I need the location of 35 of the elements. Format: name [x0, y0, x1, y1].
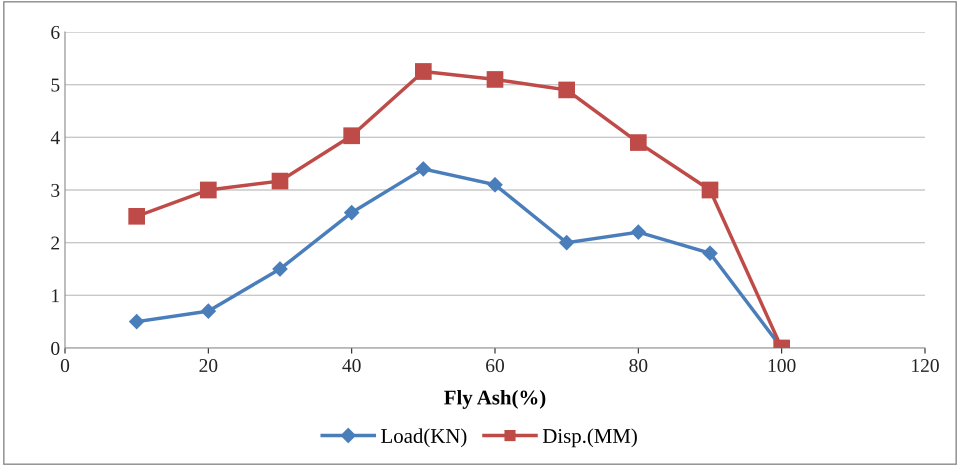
point: [416, 161, 431, 177]
x-tick-label: 60: [486, 358, 504, 372]
point: [486, 71, 504, 88]
point: [344, 205, 360, 220]
x-tick-label: 120: [912, 358, 939, 372]
point: [272, 172, 288, 190]
x-tick-label: 40: [342, 358, 361, 372]
x-axis-title: Fly Ash(%): [444, 390, 546, 409]
y-tick-label: 4: [50, 131, 60, 144]
point: [343, 127, 360, 144]
point: [630, 224, 646, 240]
point: [129, 314, 144, 330]
point: [200, 182, 217, 198]
x-tick-label: 80: [629, 358, 648, 372]
point: [272, 261, 288, 277]
point: [702, 182, 718, 198]
x-tick-label: 100: [768, 358, 796, 372]
y-tick-label: 1: [52, 289, 59, 302]
point: [487, 177, 503, 192]
x-tick-label: 20: [199, 358, 218, 372]
legend-label: Load(KN): [381, 428, 466, 448]
y-tick-label: 6: [51, 26, 60, 39]
y-tick-label: 2: [51, 236, 60, 250]
point: [630, 134, 647, 151]
point: [559, 235, 574, 250]
point: [128, 208, 145, 225]
x-tick-label: 0: [60, 358, 70, 372]
y-tick-label: 3: [51, 184, 60, 197]
point: [558, 82, 575, 98]
point: [702, 246, 718, 261]
y-tick-label: 5: [52, 78, 60, 92]
point: [415, 63, 432, 80]
legend-label: Disp.(MM): [542, 428, 637, 448]
y-tick-label: 0: [51, 342, 60, 355]
point: [200, 304, 216, 319]
